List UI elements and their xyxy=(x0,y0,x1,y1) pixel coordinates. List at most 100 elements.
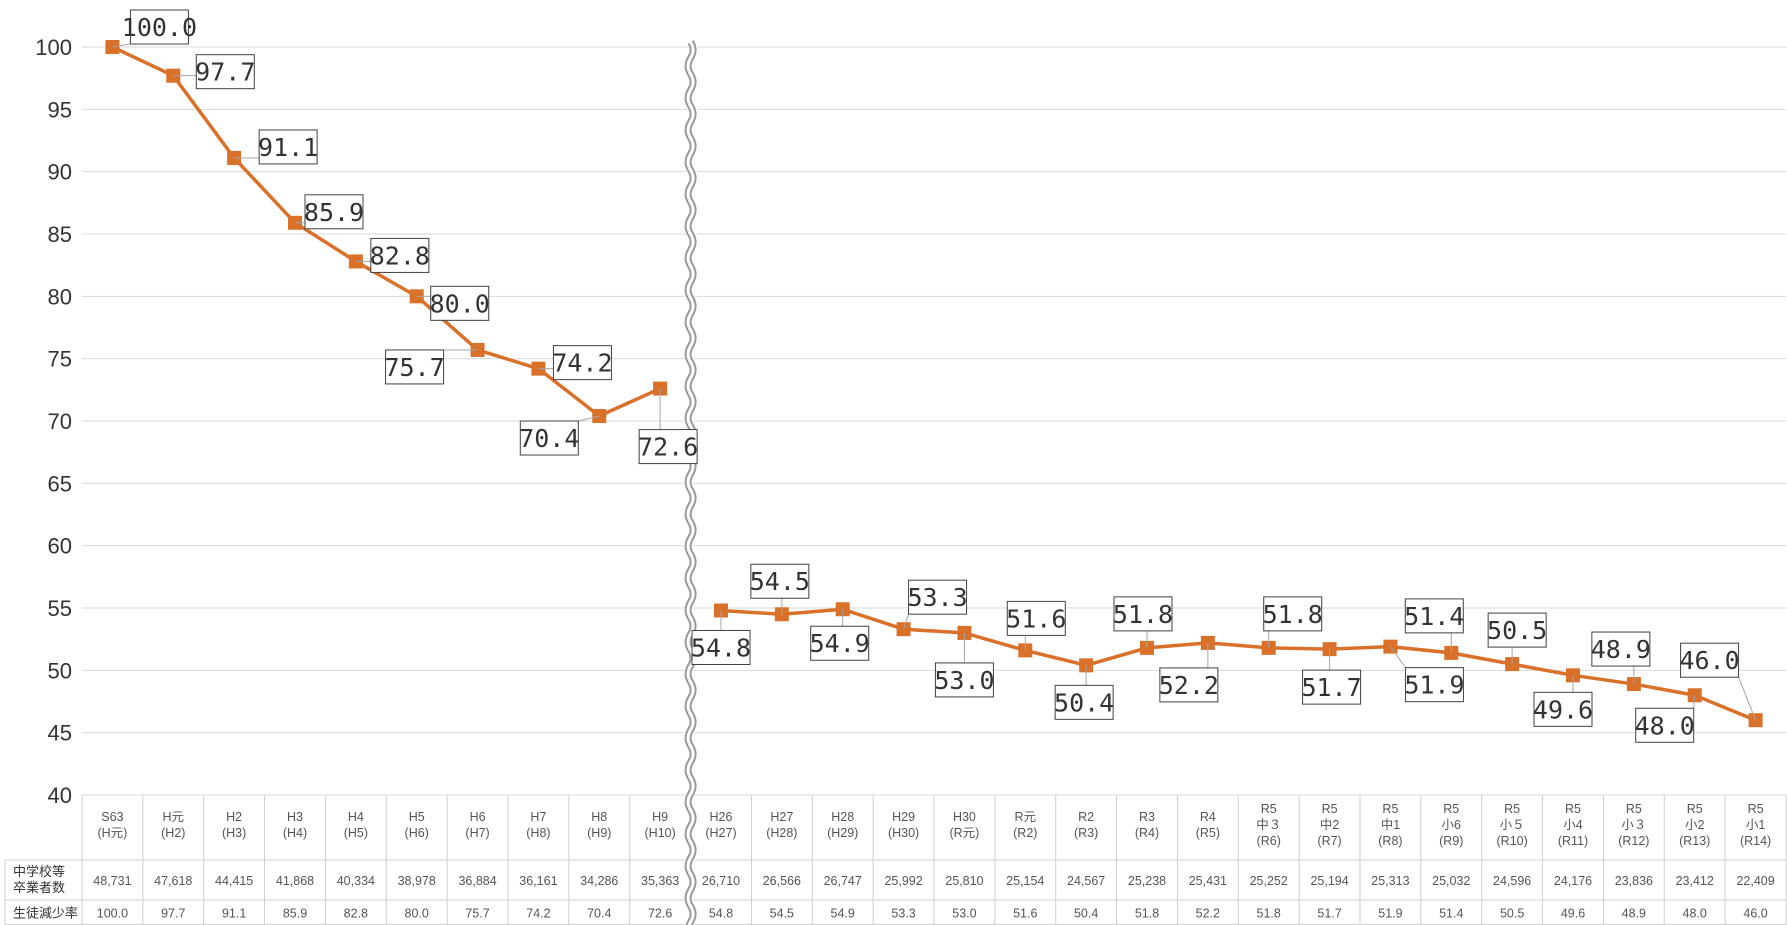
table-cell: 48,731 xyxy=(93,874,131,888)
data-label: 100.0 xyxy=(122,13,197,42)
data-label-box xyxy=(750,563,810,599)
x-tick-label: 小1 xyxy=(1746,818,1766,832)
table-cell: 25,431 xyxy=(1189,874,1227,888)
data-label: 72.6 xyxy=(638,433,698,462)
x-tick-label: (R3) xyxy=(1074,826,1098,840)
x-tick-label: R3 xyxy=(1139,810,1155,824)
data-label-box xyxy=(691,629,751,665)
x-tick-label: (R14) xyxy=(1740,834,1771,848)
x-tick-label: H7 xyxy=(530,810,546,824)
x-tick-label: H2 xyxy=(226,810,242,824)
x-tick-label: (H5) xyxy=(344,826,368,840)
data-label-box xyxy=(385,349,445,385)
x-tick-label: H27 xyxy=(770,810,793,824)
y-tick-label: 90 xyxy=(48,160,72,185)
data-label-box xyxy=(129,9,189,45)
x-tick-label: (R10) xyxy=(1497,834,1528,848)
data-label: 51.7 xyxy=(1301,673,1361,702)
data-label: 49.6 xyxy=(1533,695,1593,724)
table-cell: 80.0 xyxy=(405,907,429,921)
table-cell: 40,334 xyxy=(337,874,375,888)
x-tick-label: (R13) xyxy=(1679,834,1710,848)
data-label: 51.6 xyxy=(1006,604,1066,633)
table-cell: 51.8 xyxy=(1135,907,1159,921)
x-tick-label: (H30) xyxy=(888,826,919,840)
data-label: 48.9 xyxy=(1591,635,1651,664)
data-label-box xyxy=(552,345,612,381)
x-tick-label: R5 xyxy=(1687,802,1703,816)
x-tick-label: 小4 xyxy=(1563,818,1583,832)
table-cell: 51.8 xyxy=(1257,907,1281,921)
table-cell: 25,992 xyxy=(884,874,922,888)
data-label-leader xyxy=(1738,677,1757,721)
data-label: 50.4 xyxy=(1054,688,1114,717)
table-cell: 26,710 xyxy=(702,874,740,888)
data-label: 82.8 xyxy=(370,241,430,270)
x-tick-label: (H29) xyxy=(827,826,858,840)
data-label-box xyxy=(195,54,255,90)
data-label-box xyxy=(1533,691,1593,727)
table-cell: 25,032 xyxy=(1432,874,1470,888)
table-cell: 82.8 xyxy=(344,907,368,921)
x-tick-label: (R6) xyxy=(1257,834,1281,848)
x-tick-label: H29 xyxy=(892,810,915,824)
data-label-box xyxy=(1113,596,1173,632)
x-tick-label: (H27) xyxy=(705,826,736,840)
table-cell: 22,409 xyxy=(1736,874,1774,888)
data-label-leader xyxy=(1693,695,1696,709)
table-row-header: 卒業者数 xyxy=(13,880,65,895)
x-tick-label: R5 xyxy=(1565,802,1581,816)
data-label-leader xyxy=(1390,646,1406,668)
data-label-box xyxy=(1263,596,1323,632)
table-cell: 72.6 xyxy=(648,907,672,921)
y-tick-label: 50 xyxy=(48,658,72,683)
x-tick-label: (R元) xyxy=(949,826,979,840)
x-tick-label: (H6) xyxy=(405,826,429,840)
axis-break-gap xyxy=(686,41,695,925)
x-tick-label: (R2) xyxy=(1013,826,1037,840)
x-tick-label: H6 xyxy=(470,810,486,824)
data-table-grid xyxy=(4,795,1787,925)
data-label-box xyxy=(1006,600,1066,636)
table-cell: 44,415 xyxy=(215,874,253,888)
x-tick-label: (H8) xyxy=(526,826,550,840)
series-line xyxy=(720,607,1757,722)
table-cell: 26,566 xyxy=(763,874,801,888)
x-tick-label: R5 xyxy=(1322,802,1338,816)
x-tick-label: 中1 xyxy=(1381,817,1401,832)
y-tick-label: 70 xyxy=(48,409,72,434)
table-cell: 47,618 xyxy=(154,874,192,888)
series-line xyxy=(111,45,661,418)
x-tick-label: (R4) xyxy=(1135,826,1159,840)
table-cell: 38,978 xyxy=(398,874,436,888)
table-row-header: 中学校等 xyxy=(13,864,65,879)
data-label-box xyxy=(1404,598,1464,634)
data-label: 52.2 xyxy=(1159,671,1219,700)
table-cell: 53.0 xyxy=(952,907,976,921)
x-tick-label: (R11) xyxy=(1558,834,1588,848)
table-cell: 25,154 xyxy=(1006,874,1044,888)
table-cell: 36,884 xyxy=(458,874,496,888)
x-tick-label: H元 xyxy=(163,810,185,824)
data-label-box xyxy=(258,129,318,165)
y-tick-label: 55 xyxy=(48,596,72,621)
table-cell: 91.1 xyxy=(222,907,246,921)
data-label-box xyxy=(519,420,579,456)
data-label-box xyxy=(1635,707,1695,743)
table-cell: 52.2 xyxy=(1196,907,1220,921)
table-cell: 53.3 xyxy=(891,907,915,921)
table-cell: 49.6 xyxy=(1561,907,1585,921)
table-cell: 25,313 xyxy=(1371,874,1409,888)
table-row-header: 生徒減少率 xyxy=(13,906,78,921)
data-label: 53.3 xyxy=(907,583,967,612)
data-label-leader xyxy=(578,415,600,422)
y-tick-label: 100 xyxy=(35,35,72,60)
data-label-box xyxy=(1054,684,1114,720)
table-cell: 54.9 xyxy=(831,907,855,921)
data-label: 97.7 xyxy=(195,58,255,87)
y-tick-label: 65 xyxy=(48,471,72,496)
data-label-box xyxy=(810,625,870,661)
data-label-box xyxy=(934,662,994,698)
